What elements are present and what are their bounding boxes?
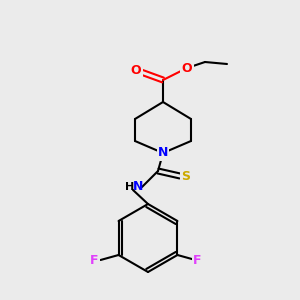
Text: F: F [90, 254, 99, 266]
Text: O: O [182, 61, 192, 74]
Text: S: S [182, 169, 190, 182]
Text: F: F [193, 254, 202, 266]
Text: N: N [158, 146, 168, 160]
Text: H: H [125, 182, 135, 192]
Text: O: O [131, 64, 141, 76]
Text: N: N [133, 181, 143, 194]
